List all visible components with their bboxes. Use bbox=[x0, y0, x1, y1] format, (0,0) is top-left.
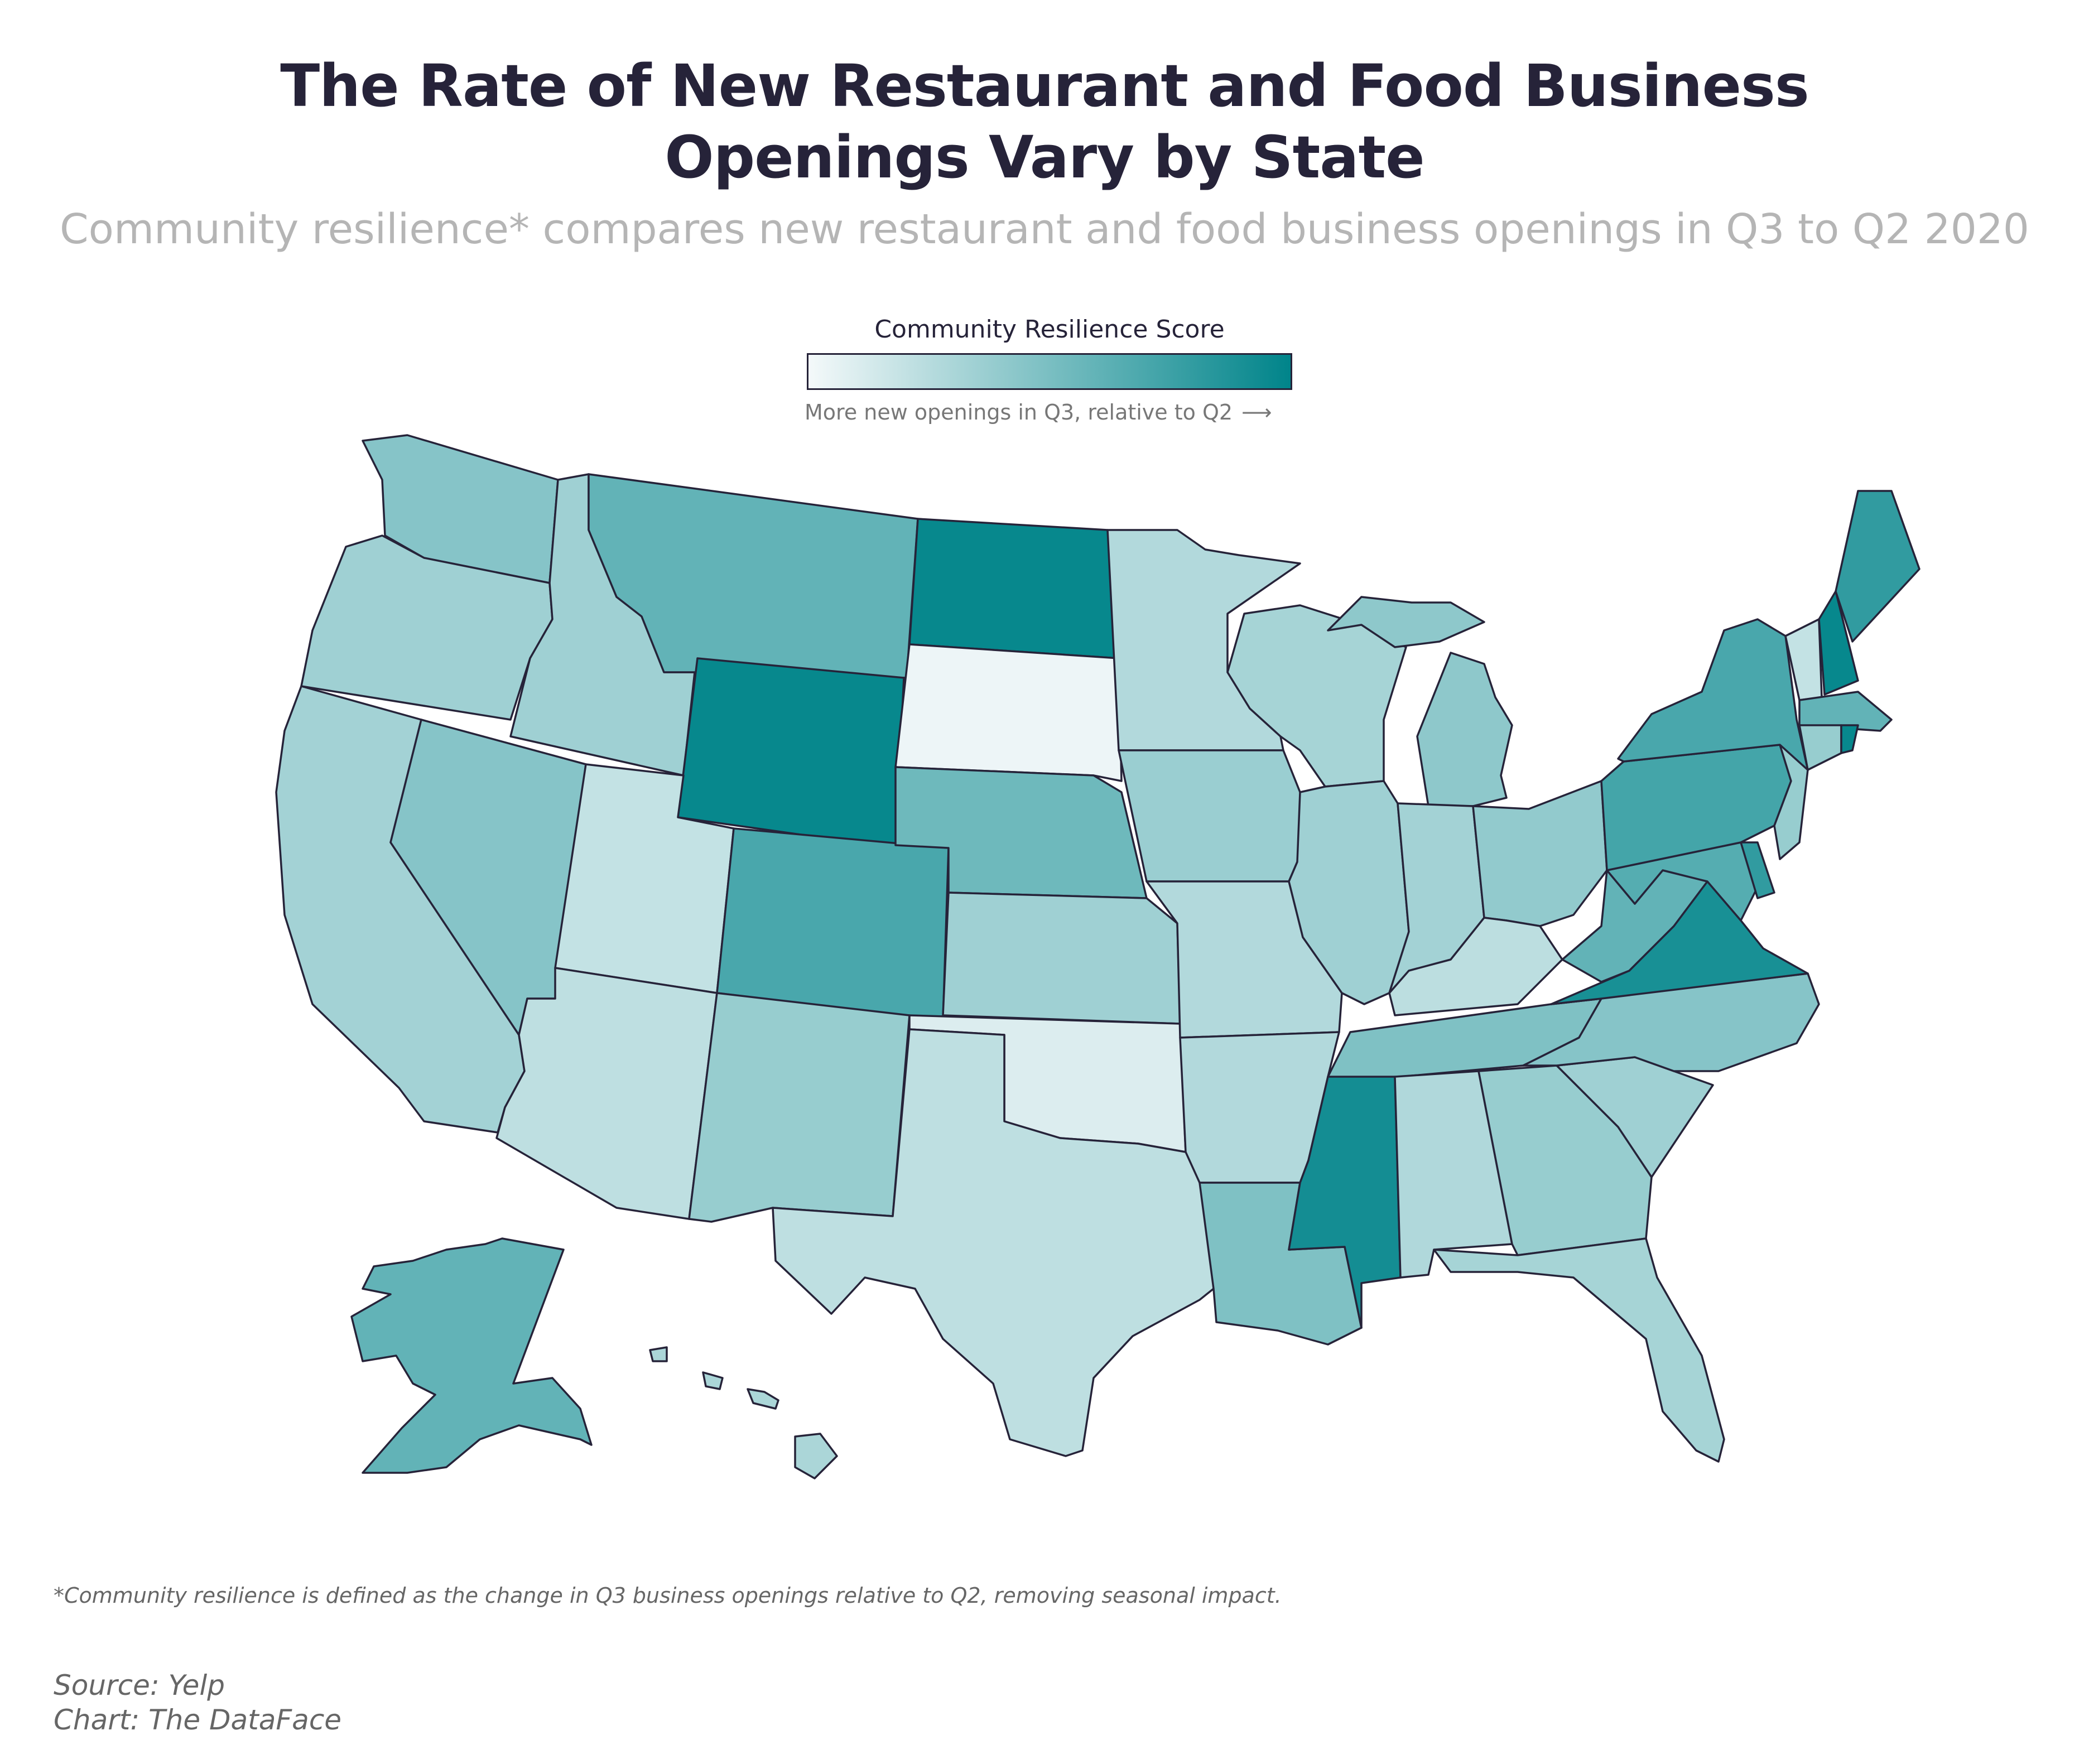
source-credits: Source: Yelp Chart: The DataFace bbox=[54, 1668, 341, 1737]
state-hi-island-1 bbox=[649, 1346, 668, 1362]
arrow-right-icon: ⟶ bbox=[1241, 400, 1272, 425]
state-mi-upper-peninsula bbox=[1327, 596, 1485, 648]
chart-subtitle: Community resilience* compares new resta… bbox=[60, 205, 2029, 253]
state-ma bbox=[1798, 691, 1893, 732]
state-nm bbox=[688, 992, 911, 1223]
state-fl bbox=[1433, 1237, 1725, 1463]
state-ms bbox=[1288, 1076, 1402, 1329]
state-mi bbox=[1416, 652, 1513, 807]
state-oh bbox=[1472, 780, 1608, 927]
chart-credit-line: Chart: The DataFace bbox=[54, 1704, 342, 1736]
source-line: Source: Yelp bbox=[54, 1669, 225, 1702]
state-ri bbox=[1840, 724, 1859, 754]
state-wy bbox=[677, 657, 905, 849]
chart-title: The Rate of New Restaurant and Food Busi… bbox=[0, 50, 2089, 193]
chart-title-line-2: Openings Vary by State bbox=[665, 123, 1424, 191]
legend-title: Community Resilience Score bbox=[874, 315, 1225, 344]
state-pa bbox=[1600, 744, 1792, 871]
state-or bbox=[300, 534, 553, 721]
chart-title-line-1: The Rate of New Restaurant and Food Busi… bbox=[280, 52, 1809, 120]
state-co bbox=[716, 827, 950, 1022]
state-il bbox=[1288, 780, 1410, 1005]
state-nc bbox=[1522, 972, 1820, 1072]
state-ct bbox=[1798, 724, 1842, 771]
state-tx bbox=[772, 1028, 1215, 1457]
state-de bbox=[1740, 841, 1775, 899]
state-az bbox=[495, 967, 718, 1220]
state-nh bbox=[1818, 590, 1859, 696]
footnote: *Community resilience is defined as the … bbox=[54, 1583, 1282, 1608]
legend-note-text: More new openings in Q3, relative to Q2 bbox=[805, 400, 1233, 425]
state-me bbox=[1835, 490, 1920, 643]
state-hi-island-3 bbox=[747, 1388, 779, 1410]
state-sd bbox=[894, 643, 1123, 782]
states-layer bbox=[275, 434, 1920, 1479]
state-ia bbox=[1118, 749, 1326, 883]
state-hi bbox=[794, 1433, 838, 1479]
state-ak bbox=[350, 1237, 593, 1474]
state-ky bbox=[1388, 917, 1563, 1016]
legend-note: More new openings in Q3, relative to Q2 ⟶ bbox=[805, 400, 1272, 425]
state-ks bbox=[942, 891, 1181, 1025]
state-hi-island-2 bbox=[702, 1371, 724, 1390]
legend-color-bar bbox=[807, 353, 1292, 390]
state-nd bbox=[908, 518, 1120, 659]
